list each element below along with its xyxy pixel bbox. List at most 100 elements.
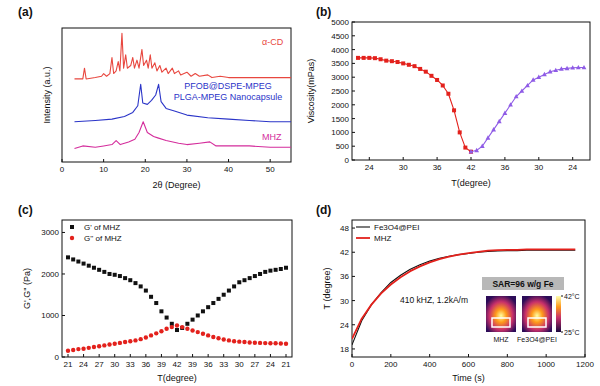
data-point [519, 88, 524, 92]
data-point [263, 270, 267, 274]
legend-label: G' of MHZ [84, 223, 120, 232]
x-tick [208, 354, 209, 357]
x-tick-label: 30 [235, 360, 244, 369]
y-tick-label: 1500 [331, 115, 349, 124]
data-point [367, 56, 371, 60]
plot-frame [62, 220, 292, 357]
x-tick [239, 354, 240, 357]
series-line [471, 68, 584, 152]
x-tick [114, 354, 115, 357]
series-line [352, 249, 575, 338]
y-axis-label: Viscosity(mPas) [306, 59, 316, 123]
colorbar-tick [561, 296, 563, 297]
data-point [582, 65, 587, 69]
data-point [407, 63, 411, 67]
x-tick [507, 354, 508, 357]
series-label-line: PLGA-MPEG Nanocapsule [174, 92, 283, 102]
data-point [491, 127, 496, 131]
data-point [497, 119, 502, 123]
data-point [175, 328, 179, 332]
plot-data [74, 33, 291, 148]
data-point [71, 257, 75, 261]
data-point [458, 130, 462, 134]
data-point [217, 297, 221, 301]
data-point [576, 65, 581, 69]
y-tick [352, 35, 355, 36]
x-tick [546, 354, 547, 357]
data-point [356, 56, 360, 60]
series-line [358, 58, 471, 152]
x-tick-label: 21 [64, 360, 73, 369]
data-point [222, 337, 226, 341]
data-point [128, 339, 132, 343]
data-point [113, 273, 117, 277]
plot-data [352, 249, 575, 345]
data-point [536, 75, 541, 79]
x-tick [468, 354, 469, 357]
series-line [352, 250, 575, 345]
x-tick-label: 24 [266, 360, 275, 369]
y-tick [352, 77, 355, 78]
data-point [123, 276, 127, 280]
y-tick-label: 4000 [331, 46, 349, 55]
data-point [201, 332, 205, 336]
data-point [401, 61, 405, 65]
data-point [211, 301, 215, 305]
data-point [279, 267, 283, 271]
colorbar-tick [561, 332, 563, 333]
y-axis-label: T (degree) [322, 268, 332, 310]
data-point [248, 276, 252, 280]
data-point [553, 68, 558, 72]
y-tick [352, 91, 355, 92]
data-point [227, 289, 231, 293]
y-tick-label: 42 [340, 248, 349, 257]
x-tick [429, 354, 430, 357]
series-label: α-CD [262, 37, 284, 47]
x-tick [390, 354, 391, 357]
x-tick [223, 354, 224, 357]
x-tick-label: 24 [365, 163, 374, 172]
x-tick-label: 800 [501, 360, 515, 369]
data-point [258, 341, 262, 345]
data-point [390, 59, 394, 63]
x-tick-label: 200 [384, 360, 398, 369]
x-tick-label: 42 [173, 360, 182, 369]
x-tick-label: 20 [141, 165, 150, 174]
x-tick [369, 157, 370, 160]
x-tick-label: 1000 [537, 360, 555, 369]
y-tick [62, 357, 65, 358]
data-point [144, 335, 148, 339]
colorbar [556, 296, 561, 332]
data-point [108, 272, 112, 276]
data-point [118, 274, 122, 278]
x-tick [352, 354, 353, 357]
x-tick [83, 354, 84, 357]
y-tick-label: 2000 [331, 101, 349, 110]
x-tick-label: 0 [350, 360, 355, 369]
data-point [185, 327, 189, 331]
data-point [113, 342, 117, 346]
y-tick-label: 1000 [331, 128, 349, 137]
data-point [191, 318, 195, 322]
data-point [525, 83, 530, 87]
data-point [149, 295, 153, 299]
data-point [206, 305, 210, 309]
x-tick [286, 354, 287, 357]
y-tick-label: 18 [340, 345, 349, 354]
data-point [92, 345, 96, 349]
data-point [128, 278, 132, 282]
y-tick [352, 348, 355, 349]
y-tick [352, 252, 355, 253]
x-tick [270, 354, 271, 357]
inset-label: Fe3O4@PEI [517, 336, 557, 343]
plot-data [356, 56, 586, 154]
data-point [429, 74, 433, 78]
y-tick-label: 3000 [331, 73, 349, 82]
x-tick [403, 157, 404, 160]
data-point [107, 342, 111, 346]
x-tick [130, 354, 131, 357]
data-point [542, 72, 547, 76]
panel: (b)2430364236302405001000150020002500300… [306, 5, 590, 188]
y-tick [352, 22, 355, 23]
panel-label: (a) [18, 5, 33, 19]
